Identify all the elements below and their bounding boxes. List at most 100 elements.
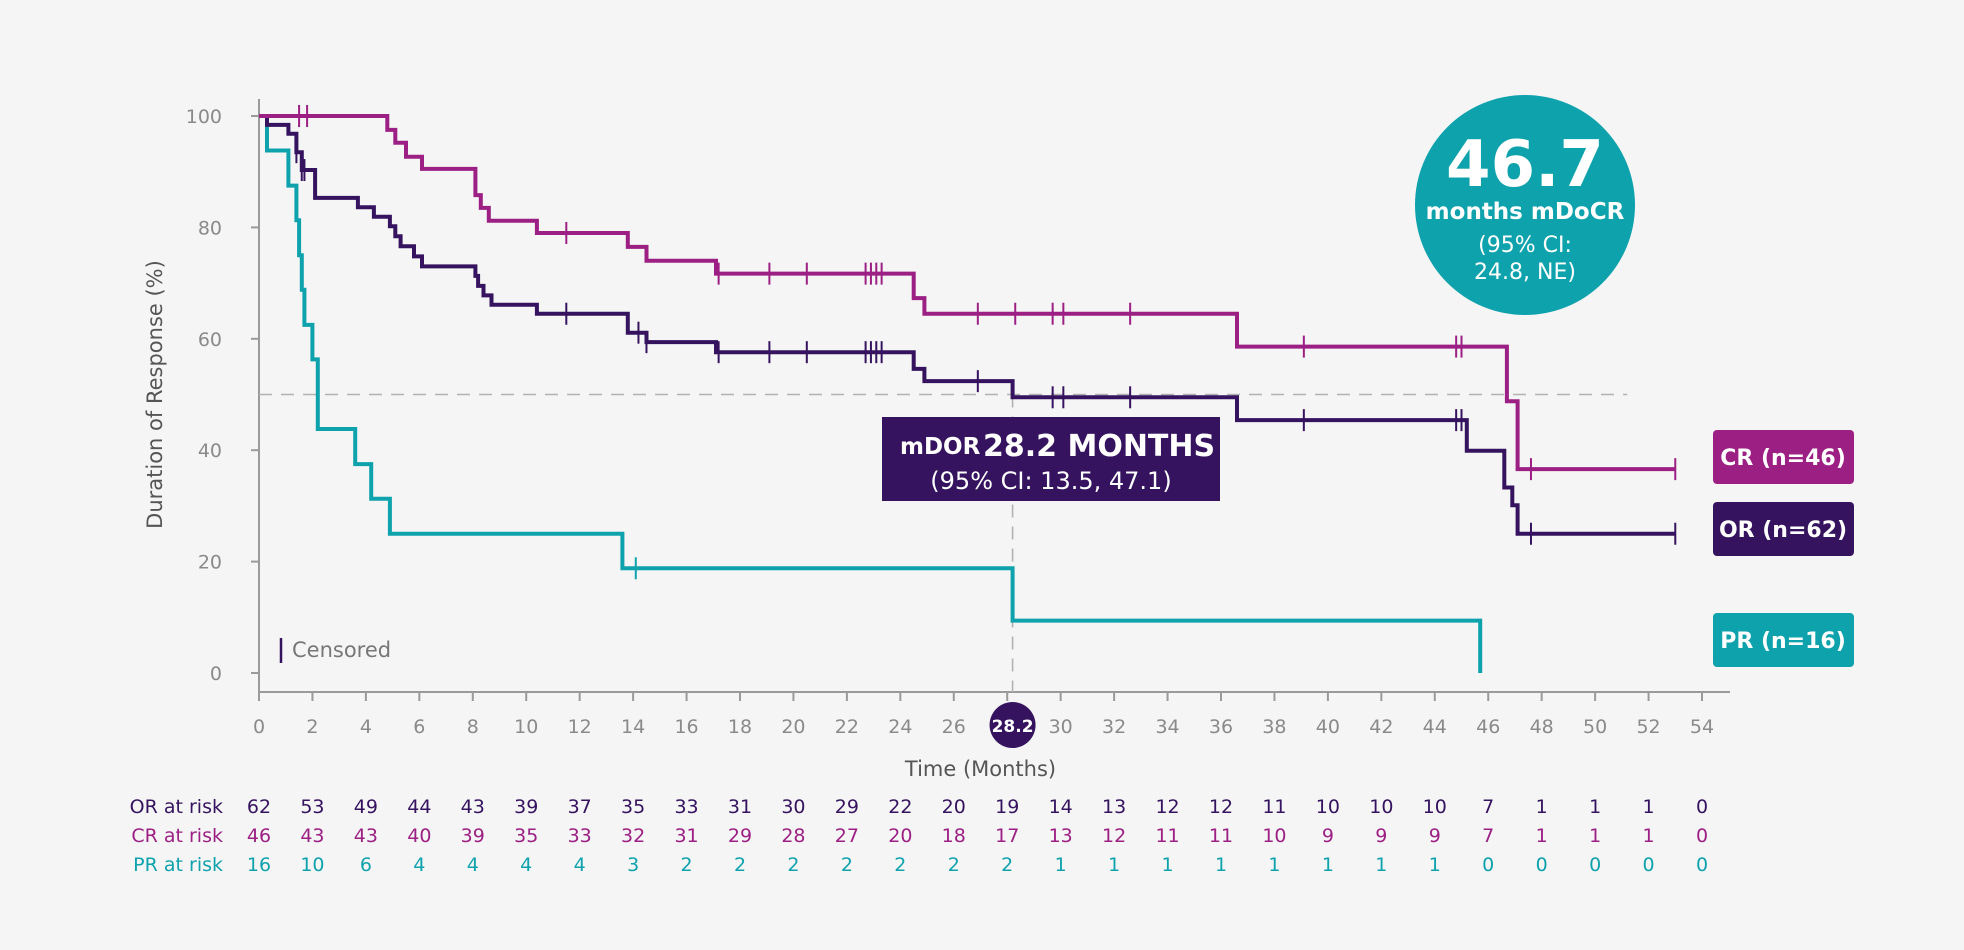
risk-cell: 10: [1369, 796, 1393, 818]
risk-cell: 1: [1589, 796, 1601, 818]
risk-cell: 1: [1322, 854, 1334, 876]
x-axis-label: Time (Months): [904, 757, 1056, 781]
risk-cell: 13: [1049, 825, 1073, 847]
risk-cell: 4: [413, 854, 425, 876]
risk-cell: 31: [728, 796, 752, 818]
risk-cell: 0: [1643, 854, 1655, 876]
risk-cell: 22: [888, 796, 912, 818]
median-x-marker-label: 28.2: [992, 717, 1034, 737]
legend-box-cr: [1713, 430, 1854, 484]
risk-cell: 33: [568, 825, 592, 847]
legend-label-or: OR (n=62): [1719, 518, 1847, 543]
x-tick-label: 40: [1316, 716, 1340, 738]
legend-label-cr: CR (n=46): [1720, 446, 1846, 471]
risk-cell: 2: [948, 854, 960, 876]
risk-cell: 62: [247, 796, 271, 818]
risk-cell: 33: [674, 796, 698, 818]
risk-cell: 2: [841, 854, 853, 876]
series-line-pr: [259, 114, 1483, 673]
x-tick-label: 22: [835, 716, 859, 738]
risk-cell: 2: [787, 854, 799, 876]
mdocr-label: months mDoCR: [1426, 199, 1625, 225]
risk-cell: 39: [514, 796, 538, 818]
risk-cell: 43: [461, 796, 485, 818]
risk-cell: 37: [568, 796, 592, 818]
risk-row-label-pr: PR at risk: [133, 854, 223, 876]
risk-cell: 49: [354, 796, 378, 818]
risk-cell: 31: [674, 825, 698, 847]
risk-cell: 46: [247, 825, 271, 847]
mdocr-value: 46.7: [1446, 128, 1604, 202]
mdor-box: [882, 417, 1220, 501]
mdor-prefix: mDOR: [900, 434, 981, 460]
risk-cell: 20: [942, 796, 966, 818]
x-tick-label: 44: [1423, 716, 1447, 738]
risk-cell: 1: [1108, 854, 1120, 876]
x-tick-label: 30: [1049, 716, 1073, 738]
x-tick-label: 8: [467, 716, 479, 738]
x-tick-label: 18: [728, 716, 752, 738]
risk-cell: 40: [407, 825, 431, 847]
y-tick-label: 60: [198, 329, 222, 351]
legend-box-pr: [1713, 613, 1854, 667]
x-tick-label: 14: [621, 716, 645, 738]
risk-cell: 0: [1482, 854, 1494, 876]
risk-cell: 7: [1482, 825, 1494, 847]
risk-cell: 4: [574, 854, 586, 876]
risk-cell: 32: [621, 825, 645, 847]
y-tick-label: 0: [210, 663, 222, 685]
risk-cell: 2: [681, 854, 693, 876]
x-tick-label: 34: [1155, 716, 1179, 738]
x-tick-label: 12: [568, 716, 592, 738]
risk-cell: 0: [1696, 796, 1708, 818]
risk-cell: 14: [1049, 796, 1073, 818]
risk-cell: 0: [1589, 854, 1601, 876]
risk-cell: 35: [514, 825, 538, 847]
risk-cell: 10: [300, 854, 324, 876]
risk-cell: 1: [1536, 796, 1548, 818]
risk-cell: 9: [1375, 825, 1387, 847]
y-tick-label: 100: [186, 106, 222, 128]
x-tick-label: 20: [781, 716, 805, 738]
x-tick-label: 52: [1636, 716, 1660, 738]
risk-cell: 13: [1102, 796, 1126, 818]
risk-cell: 18: [942, 825, 966, 847]
legend-label-pr: PR (n=16): [1720, 629, 1846, 654]
risk-cell: 39: [461, 825, 485, 847]
x-tick-label: 46: [1476, 716, 1500, 738]
x-tick-label: 4: [360, 716, 372, 738]
mdor-value: 28.2 MONTHS: [983, 429, 1215, 464]
risk-cell: 6: [360, 854, 372, 876]
risk-cell: 1: [1375, 854, 1387, 876]
x-tick-label: 32: [1102, 716, 1126, 738]
risk-cell: 10: [1316, 796, 1340, 818]
risk-cell: 16: [247, 854, 271, 876]
risk-cell: 11: [1155, 825, 1179, 847]
x-tick-label: 10: [514, 716, 538, 738]
series-line-cr: [259, 114, 1676, 472]
risk-cell: 1: [1055, 854, 1067, 876]
mdocr-ci-line1: (95% CI:: [1478, 233, 1572, 258]
risk-cell: 53: [300, 796, 324, 818]
risk-cell: 10: [1423, 796, 1447, 818]
risk-cell: 43: [354, 825, 378, 847]
risk-cell: 29: [728, 825, 752, 847]
risk-cell: 17: [995, 825, 1019, 847]
risk-row-label-or: OR at risk: [130, 796, 223, 818]
risk-cell: 1: [1162, 854, 1174, 876]
risk-cell: 12: [1209, 796, 1233, 818]
risk-cell: 30: [781, 796, 805, 818]
y-axis-label: Duration of Response (%): [143, 260, 167, 529]
series-line-or: [259, 114, 1676, 536]
mdocr-ci-line2: 24.8, NE): [1474, 260, 1576, 285]
risk-cell: 9: [1429, 825, 1441, 847]
risk-cell: 12: [1155, 796, 1179, 818]
risk-cell: 1: [1643, 825, 1655, 847]
risk-cell: 27: [835, 825, 859, 847]
risk-cell: 0: [1536, 854, 1548, 876]
x-tick-label: 36: [1209, 716, 1233, 738]
risk-cell: 44: [407, 796, 431, 818]
risk-cell: 10: [1262, 825, 1286, 847]
risk-cell: 20: [888, 825, 912, 847]
risk-cell: 28: [781, 825, 805, 847]
